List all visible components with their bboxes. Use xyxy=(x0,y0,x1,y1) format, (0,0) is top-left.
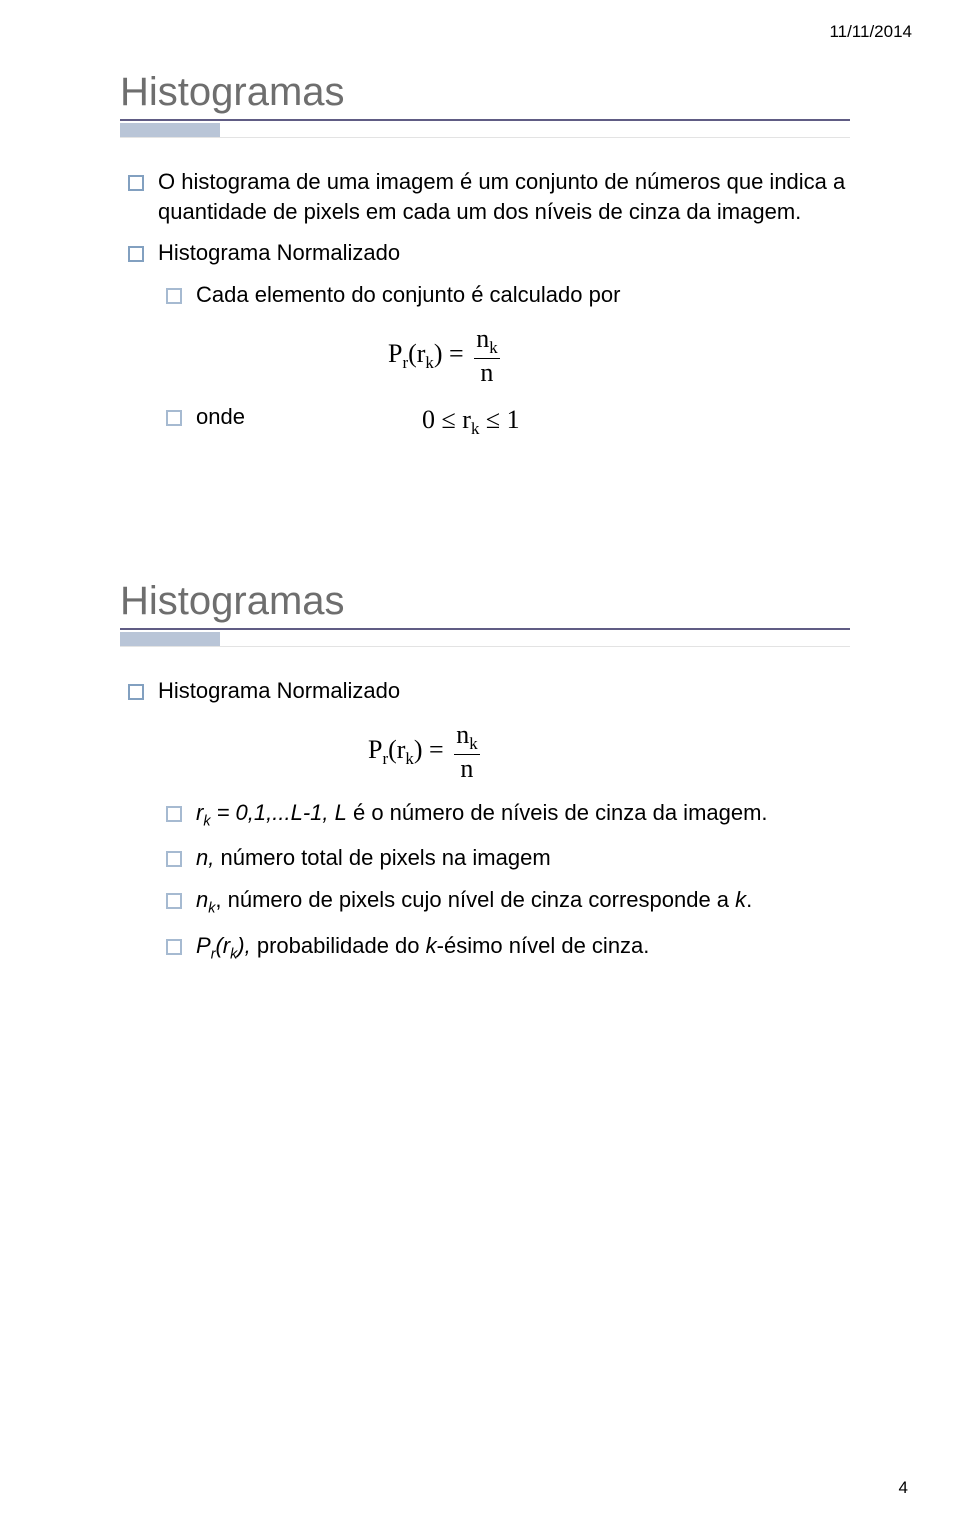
text-span: número total de pixels na imagem xyxy=(220,845,550,870)
sym-P: P xyxy=(368,735,382,764)
range-left: 0 ≤ r xyxy=(422,405,471,434)
text-span: , número de pixels cujo nível de cinza c… xyxy=(215,887,735,912)
bullet-marker-icon xyxy=(166,288,182,304)
text-span: (r xyxy=(215,933,230,958)
sym-n: n, xyxy=(196,845,220,870)
slide-2: Histogramas Histograma Normalizado Pr(rk… xyxy=(120,579,880,965)
page: 11/11/2014 Histogramas O histograma de u… xyxy=(0,0,960,1526)
bullet-text: Histograma Normalizado xyxy=(158,238,400,268)
bullet-marker-icon xyxy=(128,684,144,700)
sym-sub-k: k xyxy=(425,353,433,372)
bullet-marker-icon xyxy=(166,939,182,955)
rule-accent xyxy=(120,123,220,137)
text-span: = 0,1,...L-1, L xyxy=(210,800,346,825)
sym-P: P xyxy=(388,339,402,368)
sym-n: n xyxy=(456,720,469,749)
bullet-marker-icon xyxy=(166,851,182,867)
sym-close: ) = xyxy=(414,735,444,764)
sym-n: n xyxy=(196,887,208,912)
rule-bottom xyxy=(120,646,850,647)
bullet-text: onde xyxy=(196,402,245,432)
sym-sub-k: k xyxy=(489,338,497,357)
sub-bullet-item: n k, número de pixels cujo nível de cinza… xyxy=(166,885,880,919)
fraction-numerator: nk xyxy=(454,722,479,755)
sym-P: P xyxy=(196,933,211,958)
bullet-text: n k, número de pixels cujo nível de cinza… xyxy=(196,885,752,919)
range-right: ≤ 1 xyxy=(479,405,519,434)
formula: Pr(rk) = nk n xyxy=(388,326,880,386)
text-span: é o número de níveis de cinza da imagem. xyxy=(347,800,768,825)
sym-close: ) = xyxy=(434,339,464,368)
title-rule xyxy=(120,119,850,139)
fraction-numerator: nk xyxy=(474,326,499,359)
slide-body: Histograma Normalizado Pr(rk) = nk n rk … xyxy=(128,676,880,965)
sym-k: k xyxy=(735,887,746,912)
bullet-text: Histograma Normalizado xyxy=(158,676,400,706)
bullet-text: O histograma de uma imagem é um conjunto… xyxy=(158,167,880,226)
slide-title: Histogramas xyxy=(120,579,880,624)
rule-top xyxy=(120,119,850,121)
bullet-item: O histograma de uma imagem é um conjunto… xyxy=(128,167,880,226)
bullet-marker-icon xyxy=(128,246,144,262)
bullet-item: Histograma Normalizado xyxy=(128,676,880,706)
rule-bottom xyxy=(120,137,850,138)
sym-open: (r xyxy=(408,339,425,368)
bullet-text: Pr(rk), probabilidade do k-ésimo nível d… xyxy=(196,931,649,965)
formula: Pr(rk) = nk n xyxy=(368,722,880,782)
fraction-denominator: n xyxy=(454,755,479,782)
fraction: nk n xyxy=(454,722,479,782)
page-date: 11/11/2014 xyxy=(829,22,912,42)
bullet-marker-icon xyxy=(128,175,144,191)
bullet-marker-icon xyxy=(166,806,182,822)
bullet-text: Cada elemento do conjunto é calculado po… xyxy=(196,280,620,310)
page-number: 4 xyxy=(899,1478,908,1498)
slide-body: O histograma de uma imagem é um conjunto… xyxy=(128,167,880,439)
rule-accent xyxy=(120,632,220,646)
sym-n: n xyxy=(476,324,489,353)
bullet-text: rk = 0,1,...L-1, L é o número de níveis … xyxy=(196,798,768,832)
sub-bullet-item: n, número total de pixels na imagem xyxy=(166,843,880,873)
sym-sub-k: k xyxy=(469,734,477,753)
sub-bullet-item: rk = 0,1,...L-1, L é o número de níveis … xyxy=(166,798,880,832)
text-span: ), xyxy=(237,933,257,958)
sym-k: k xyxy=(426,933,437,958)
sym-sub-k: k xyxy=(405,749,413,768)
text-span: . xyxy=(746,887,752,912)
text-span: probabilidade do xyxy=(257,933,426,958)
formula-range: 0 ≤ rk ≤ 1 xyxy=(422,404,880,439)
bullet-item: Histograma Normalizado xyxy=(128,238,880,268)
bullet-text: n, número total de pixels na imagem xyxy=(196,843,551,873)
sym-open: (r xyxy=(388,735,405,764)
sub-bullet-item: Cada elemento do conjunto é calculado po… xyxy=(166,280,880,310)
formula-lhs: Pr(rk) = xyxy=(388,338,464,373)
fraction-denominator: n xyxy=(474,359,499,386)
title-rule xyxy=(120,628,850,648)
fraction: nk n xyxy=(474,326,499,386)
text-span: -ésimo nível de cinza. xyxy=(437,933,650,958)
bullet-marker-icon xyxy=(166,893,182,909)
formula-lhs: Pr(rk) = xyxy=(368,734,444,769)
slide-1: Histogramas O histograma de uma imagem é… xyxy=(120,70,880,439)
bullet-marker-icon xyxy=(166,410,182,426)
rule-top xyxy=(120,628,850,630)
sub-bullet-item: Pr(rk), probabilidade do k-ésimo nível d… xyxy=(166,931,880,965)
slide-title: Histogramas xyxy=(120,70,880,115)
